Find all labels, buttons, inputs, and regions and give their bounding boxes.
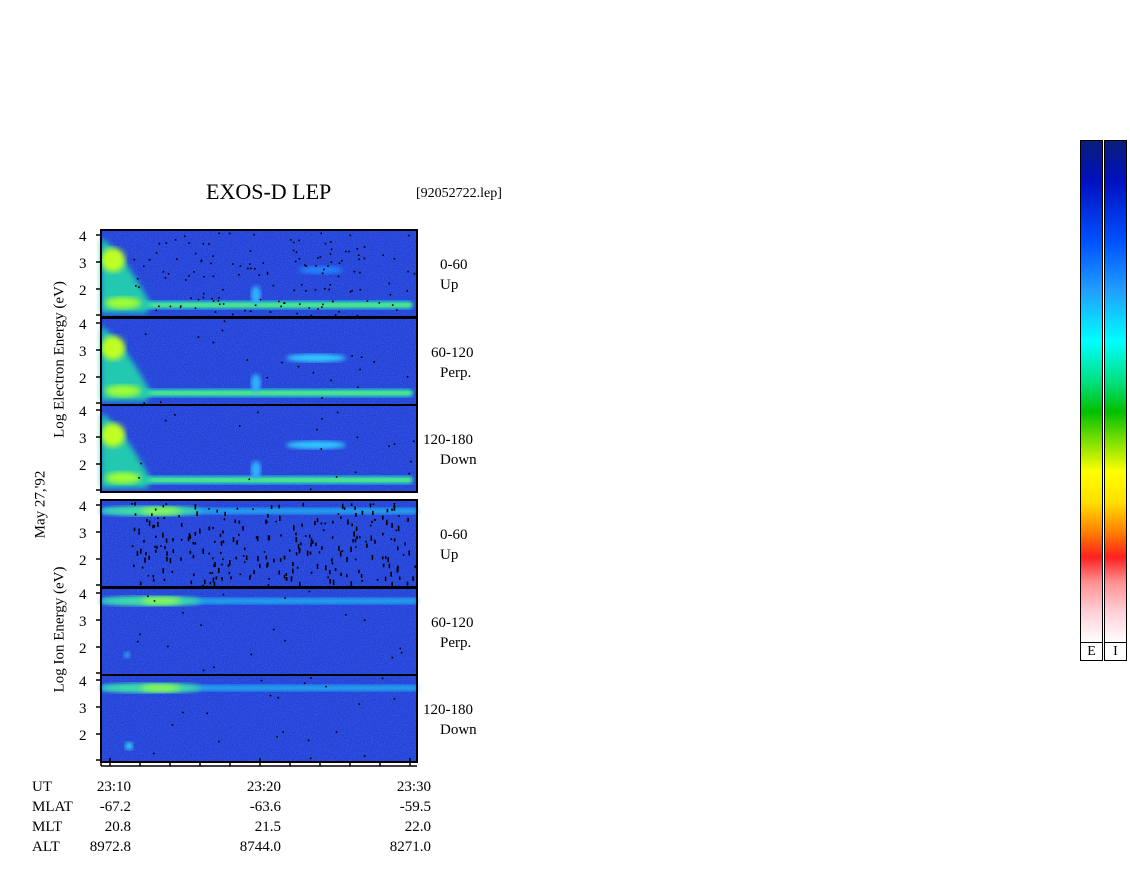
- panel-angle-label: 120-180: [423, 432, 473, 448]
- y-tick-label: 3: [79, 344, 87, 360]
- table-row-label: UT: [32, 779, 52, 795]
- date-label: May 27,'92: [32, 470, 49, 539]
- spectrogram-panel-5: [100, 587, 418, 676]
- colorbar-label-e: E: [1080, 642, 1103, 661]
- panel-angle-label: 0-60: [440, 257, 468, 273]
- colorbar-e: [1080, 140, 1103, 643]
- table-cell: 22.0: [404, 819, 431, 835]
- panel-direction-label: Down: [440, 722, 477, 738]
- panel-angle-label: 60-120: [431, 615, 474, 631]
- panel-angle-label: 60-120: [431, 345, 474, 361]
- y-tick-label: 2: [79, 641, 87, 657]
- table-cell: 21.5: [254, 819, 281, 835]
- y-tick-label: 4: [79, 404, 87, 420]
- y-tick-label: 2: [79, 553, 87, 569]
- panel-direction-label: Down: [440, 452, 477, 468]
- y-tick-label: 2: [79, 283, 87, 299]
- table-cell: 23:30: [396, 779, 431, 795]
- electron-axis-label: Log Electron Energy (eV): [51, 281, 68, 438]
- panel-direction-label: Up: [440, 277, 459, 293]
- spectrogram: [96, 229, 418, 767]
- table-cell: -59.5: [399, 799, 431, 815]
- spectrogram-panel-6: [100, 674, 418, 763]
- spectrogram-panel-2: [100, 317, 418, 406]
- y-tick-label: 4: [79, 587, 87, 603]
- y-tick-label: 4: [79, 499, 87, 515]
- table-row-label: MLAT: [32, 799, 73, 815]
- colorbar-i: [1104, 140, 1127, 643]
- spectrogram-panel-1: [100, 229, 418, 318]
- y-tick-label: 2: [79, 728, 87, 744]
- colorbar-label-i: I: [1104, 642, 1127, 661]
- y-tick-label: 2: [79, 458, 87, 474]
- table-cell: 23:10: [96, 779, 131, 795]
- table-cell: 23:20: [246, 779, 281, 795]
- panel-angle-label: 120-180: [423, 702, 473, 718]
- table-cell: 8744.0: [239, 839, 281, 855]
- y-tick-label: 3: [79, 526, 87, 542]
- panel-direction-label: Perp.: [440, 635, 472, 651]
- table-row-label: ALT: [32, 839, 60, 855]
- ion-axis-label: Log Ion Energy (eV): [51, 566, 68, 693]
- y-tick-label: 3: [79, 701, 87, 717]
- y-tick-label: 4: [79, 229, 87, 245]
- y-tick-label: 3: [79, 614, 87, 630]
- file-name: [92052722.lep]: [416, 186, 502, 201]
- table-cell: -63.6: [249, 799, 281, 815]
- y-tick-label: 3: [79, 431, 87, 447]
- table-cell: 20.8: [104, 819, 131, 835]
- chart-title: EXOS-D LEP: [206, 179, 332, 204]
- table-cell: -67.2: [99, 799, 131, 815]
- spectrogram-panel-4: [100, 499, 418, 590]
- y-tick-label: 3: [79, 256, 87, 272]
- table-row-label: MLT: [32, 819, 63, 835]
- y-tick-label: 2: [79, 371, 87, 387]
- y-tick-label: 4: [79, 674, 87, 690]
- spectrogram-panel-3: [100, 404, 418, 493]
- panel-angle-label: 0-60: [440, 527, 468, 543]
- table-cell: 8271.0: [389, 839, 431, 855]
- table-cell: 8972.8: [89, 839, 131, 855]
- y-tick-label: 4: [79, 317, 87, 333]
- panel-direction-label: Up: [440, 547, 459, 563]
- panel-direction-label: Perp.: [440, 365, 472, 381]
